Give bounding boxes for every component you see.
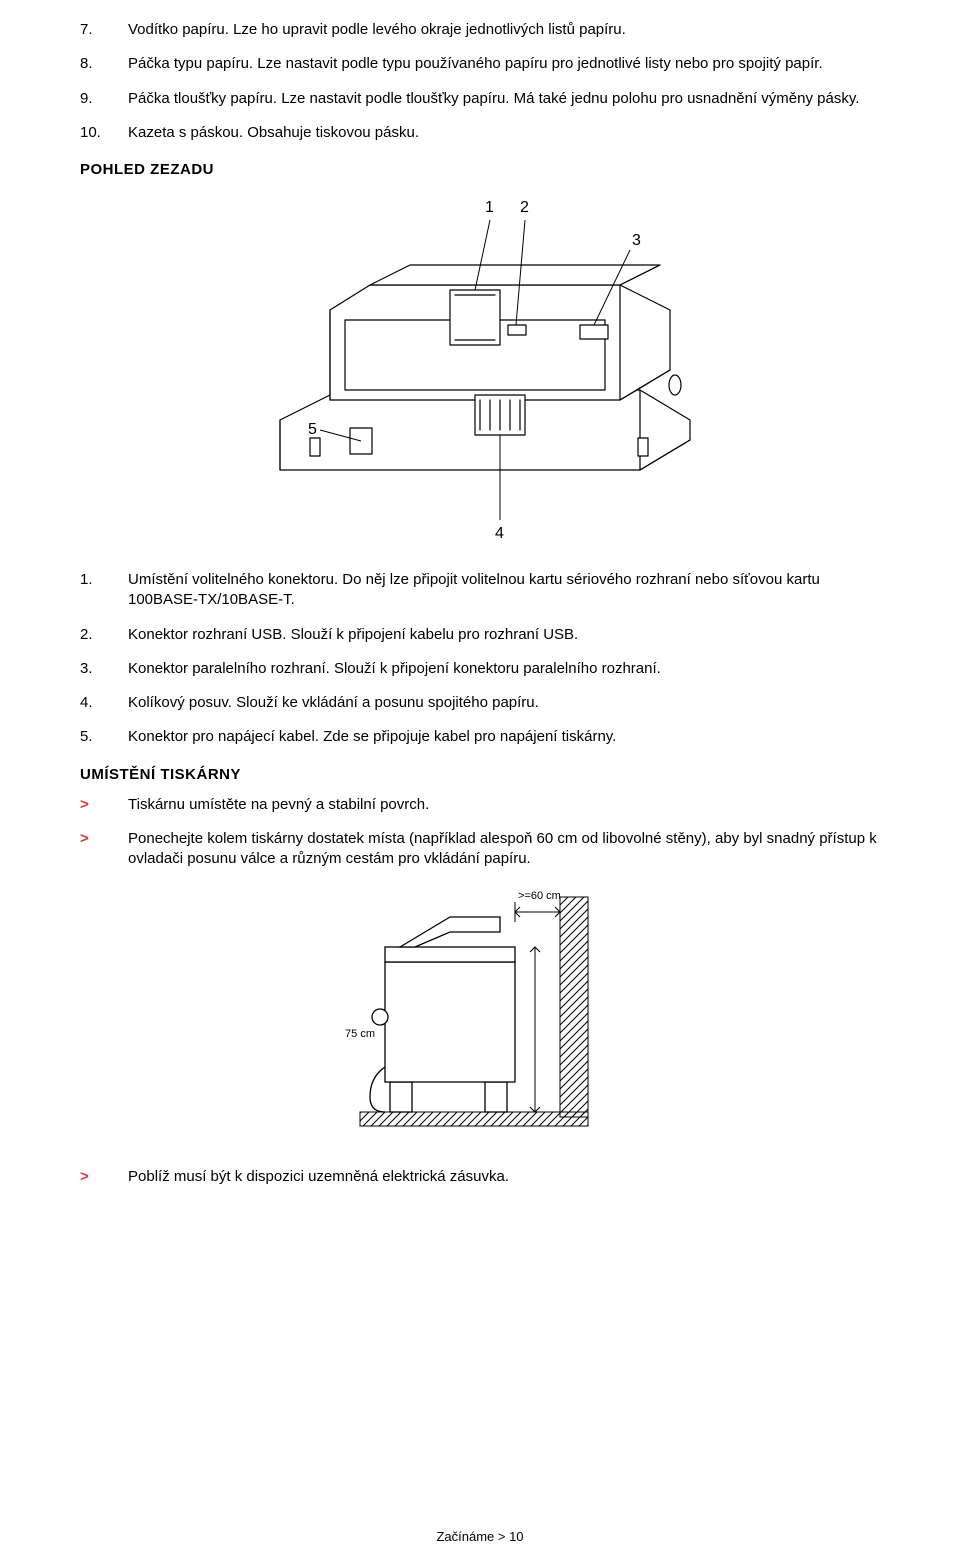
list-item: 2. Konektor rozhraní USB. Slouží k připo… bbox=[80, 625, 880, 645]
placement-bullet-list: > Tiskárnu umístěte na pevný a stabilní … bbox=[80, 795, 880, 870]
list-item: 7. Vodítko papíru. Lze ho upravit podle … bbox=[80, 20, 880, 40]
item-number: 3. bbox=[80, 659, 128, 679]
clearance-diagram: >=60 cm 75 cm bbox=[330, 887, 630, 1147]
clearance-label-side: 75 cm bbox=[345, 1028, 375, 1040]
diagram-label-3: 3 bbox=[632, 232, 641, 249]
item-number: 7. bbox=[80, 20, 128, 40]
clearance-diagram-container: >=60 cm 75 cm bbox=[80, 887, 880, 1147]
diagram-label-5: 5 bbox=[308, 421, 317, 438]
item-text: Páčka typu papíru. Lze nastavit podle ty… bbox=[128, 54, 880, 74]
heading-rear-view: POHLED ZEZADU bbox=[80, 161, 880, 178]
item-number: 1. bbox=[80, 570, 128, 611]
bullet-item: > Poblíž musí být k dispozici uzemněná e… bbox=[80, 1167, 880, 1187]
item-number: 4. bbox=[80, 693, 128, 713]
rear-numbered-list: 1. Umístění volitelného konektoru. Do ně… bbox=[80, 570, 880, 748]
diagram-label-2: 2 bbox=[520, 199, 529, 216]
list-item: 1. Umístění volitelného konektoru. Do ně… bbox=[80, 570, 880, 611]
rear-diagram-container: 1 2 3 4 5 bbox=[80, 190, 880, 550]
diagram-label-1: 1 bbox=[485, 199, 494, 216]
page: 7. Vodítko papíru. Lze ho upravit podle … bbox=[0, 0, 960, 1568]
list-item: 3. Konektor paralelního rozhraní. Slouží… bbox=[80, 659, 880, 679]
bullet-text: Ponechejte kolem tiskárny dostatek místa… bbox=[128, 829, 880, 870]
top-numbered-list: 7. Vodítko papíru. Lze ho upravit podle … bbox=[80, 20, 880, 143]
item-text: Kazeta s páskou. Obsahuje tiskovou pásku… bbox=[128, 123, 880, 143]
clearance-label-top: >=60 cm bbox=[518, 890, 561, 902]
item-number: 5. bbox=[80, 727, 128, 747]
item-text: Konektor pro napájecí kabel. Zde se přip… bbox=[128, 727, 880, 747]
diagram-label-4: 4 bbox=[495, 525, 504, 542]
item-number: 10. bbox=[80, 123, 128, 143]
list-item: 5. Konektor pro napájecí kabel. Zde se p… bbox=[80, 727, 880, 747]
bullet-marker: > bbox=[80, 795, 128, 815]
rear-printer-diagram: 1 2 3 4 5 bbox=[220, 190, 740, 550]
bullet-text: Tiskárnu umístěte na pevný a stabilní po… bbox=[128, 795, 880, 815]
bullet-item: > Tiskárnu umístěte na pevný a stabilní … bbox=[80, 795, 880, 815]
placement-bullet-list-2: > Poblíž musí být k dispozici uzemněná e… bbox=[80, 1167, 880, 1187]
item-text: Páčka tloušťky papíru. Lze nastavit podl… bbox=[128, 89, 880, 109]
item-text: Konektor paralelního rozhraní. Slouží k … bbox=[128, 659, 880, 679]
page-footer: Začínáme > 10 bbox=[0, 1529, 960, 1544]
list-item: 9. Páčka tloušťky papíru. Lze nastavit p… bbox=[80, 89, 880, 109]
item-text: Vodítko papíru. Lze ho upravit podle lev… bbox=[128, 20, 880, 40]
bullet-item: > Ponechejte kolem tiskárny dostatek mís… bbox=[80, 829, 880, 870]
list-item: 8. Páčka typu papíru. Lze nastavit podle… bbox=[80, 54, 880, 74]
heading-placement: UMÍSTĚNÍ TISKÁRNY bbox=[80, 766, 880, 783]
item-text: Konektor rozhraní USB. Slouží k připojen… bbox=[128, 625, 880, 645]
bullet-marker: > bbox=[80, 829, 128, 870]
list-item: 10. Kazeta s páskou. Obsahuje tiskovou p… bbox=[80, 123, 880, 143]
bullet-text: Poblíž musí být k dispozici uzemněná ele… bbox=[128, 1167, 880, 1187]
list-item: 4. Kolíkový posuv. Slouží ke vkládání a … bbox=[80, 693, 880, 713]
item-number: 2. bbox=[80, 625, 128, 645]
item-number: 8. bbox=[80, 54, 128, 74]
bullet-marker: > bbox=[80, 1167, 128, 1187]
item-text: Kolíkový posuv. Slouží ke vkládání a pos… bbox=[128, 693, 880, 713]
item-text: Umístění volitelného konektoru. Do něj l… bbox=[128, 570, 880, 611]
item-number: 9. bbox=[80, 89, 128, 109]
